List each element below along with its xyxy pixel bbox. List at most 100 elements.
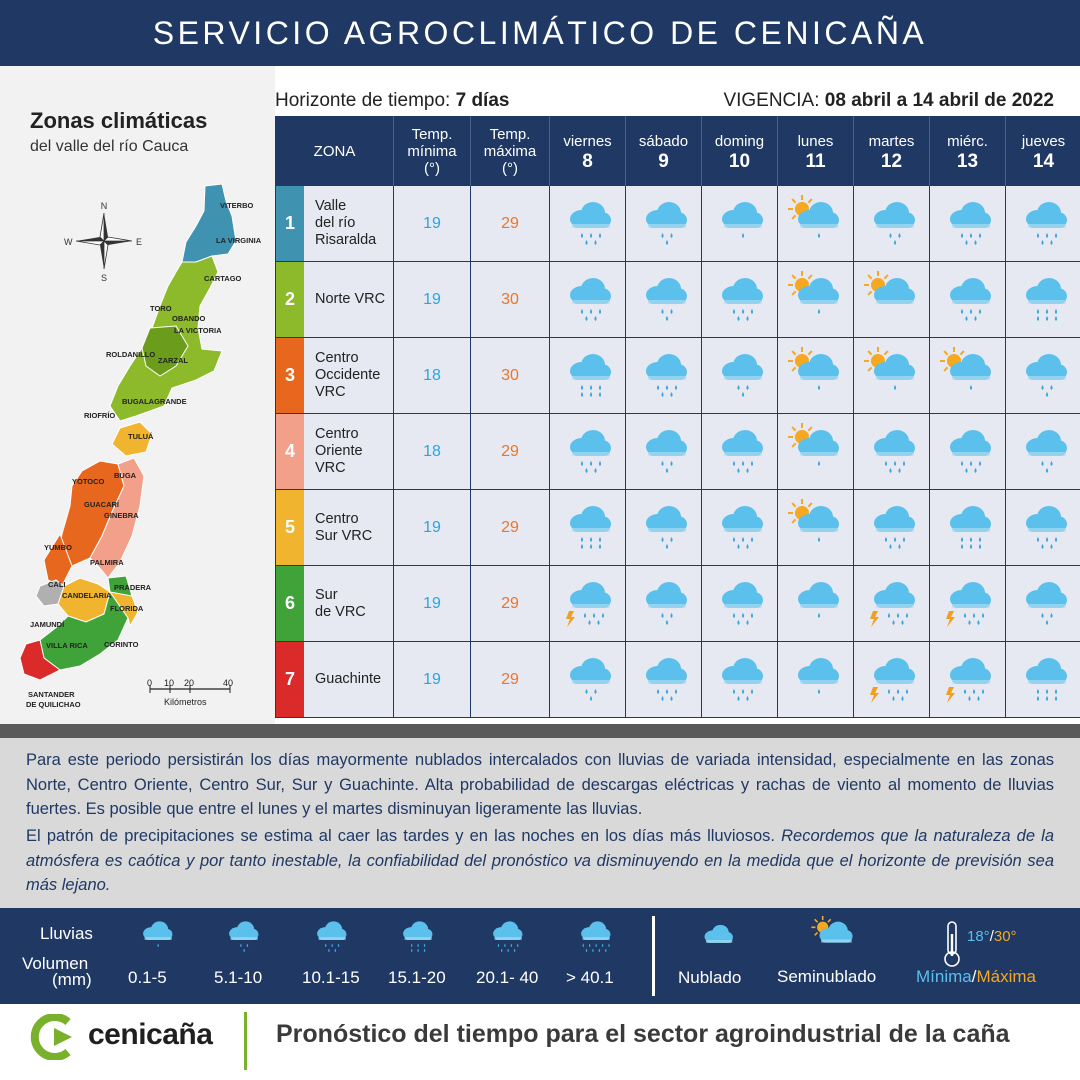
weather-cell (778, 186, 854, 262)
weather-cell (626, 186, 702, 262)
storm-rain-icon (864, 651, 920, 708)
day-number: 14 (1032, 150, 1055, 172)
temp-example-slash: / (989, 928, 994, 945)
partly-cloudy-icon (810, 916, 858, 963)
zone-cell: 3 Centro Occidente VRC (276, 338, 394, 414)
cloud-icon (696, 920, 738, 961)
weather-cell (1006, 414, 1080, 490)
weather-cell (702, 642, 778, 718)
zone-name-line: Centro (315, 350, 359, 366)
cloud-rain-3-icon (712, 347, 768, 404)
zone-name: Sur de VRC (304, 587, 366, 621)
partly-cloudy-rain-1-icon (939, 347, 996, 404)
day-name: miérc. (947, 132, 988, 150)
partly-cloudy-rain-1-icon (787, 347, 844, 404)
weather-cell (778, 262, 854, 338)
zone-name-line: del río (315, 215, 356, 231)
day-number: 12 (880, 150, 903, 172)
cloud-rain-3-icon (1016, 347, 1072, 404)
weather-cell (1006, 642, 1080, 718)
map-scale: 0 10 20 40 Kilómetros (147, 678, 233, 707)
town-labels: VITERBO LA VIRGINIA CARTAGO TORO OBANDO … (26, 201, 262, 709)
legend-slash: / (971, 967, 977, 986)
weather-cell (778, 490, 854, 566)
cloud-rain-5-icon (636, 347, 692, 404)
weather-cell (1006, 186, 1080, 262)
weather-cell (778, 338, 854, 414)
weather-cell (702, 414, 778, 490)
temp-example-min: 18° (967, 928, 990, 945)
legend-seminublado: Seminublado (777, 967, 877, 986)
town-label: CALI (48, 580, 66, 589)
zone-2b-region (141, 325, 189, 377)
weather-cell (702, 338, 778, 414)
day-number: 13 (956, 150, 979, 172)
tmin-cell: 19 (394, 490, 471, 566)
cloud-rain-5-icon (1016, 195, 1072, 252)
storm-rain-icon (864, 575, 920, 632)
legend-volumen: Volumen (22, 954, 89, 973)
column-header-line: mínima (407, 142, 457, 160)
weather-cell (854, 490, 930, 566)
weather-cell (854, 414, 930, 490)
zones-map: N S E W VITERBO LA VIRGINIA CARTAGO TORO… (19, 183, 262, 709)
legend-nublado: Nublado (678, 968, 742, 987)
zone-cell: 6 Sur de VRC (276, 566, 394, 642)
weather-cell (854, 566, 930, 642)
zone-name: Centro Occidente VRC (304, 350, 380, 401)
town-label: ZARZAL (158, 356, 188, 365)
compass-e: E (136, 237, 142, 247)
legend-range: 10.1-15 (302, 968, 360, 987)
forecast-paragraph-2-normal: El patrón de precipitaciones se estima a… (26, 827, 782, 845)
weather-cell (626, 414, 702, 490)
weather-cell (1006, 490, 1080, 566)
zone-name-line: Occidente (315, 367, 381, 383)
column-header-day: martes 12 (854, 116, 930, 186)
zone-name-line: Guachinte (315, 671, 382, 687)
rain-intensity-2-icon (222, 916, 262, 959)
tmin-cell: 18 (394, 414, 471, 490)
zone-name-line: VRC (315, 384, 346, 400)
zone-name-line: Oriente (315, 443, 363, 459)
legend-range: 0.1-5 (128, 968, 167, 987)
zone-number: 7 (276, 642, 304, 717)
zone-name-line: Centro (315, 510, 359, 527)
day-name: jueves (1021, 132, 1066, 150)
temp-example-max: 30° (993, 928, 1017, 945)
zone-name-line: Norte VRC (315, 291, 386, 307)
zone-name-line: Sur (315, 586, 338, 603)
zone-cell: 5 Centro Sur VRC (276, 490, 394, 566)
tulua-region (111, 421, 153, 457)
cloud-rain-5-icon (864, 423, 920, 480)
brand-name: cenicaña (88, 1018, 213, 1051)
cloud-rain-5-icon (940, 195, 996, 252)
column-header-day: lunes 11 (778, 116, 854, 186)
weather-cell (550, 186, 626, 262)
column-header-label: ZONA (313, 142, 356, 160)
weather-cell (702, 566, 778, 642)
day-name: viernes (563, 132, 612, 150)
column-header-day: miérc. 13 (930, 116, 1006, 186)
day-number: 9 (658, 150, 669, 172)
weather-cell (854, 262, 930, 338)
weather-cell (626, 338, 702, 414)
day-name: doming (714, 132, 765, 150)
weather-cell (550, 490, 626, 566)
weather-cell (702, 262, 778, 338)
legend-mm: (mm) (52, 970, 92, 989)
temp-legend: Mínima/Máxima (916, 967, 1036, 987)
legend-divider (652, 916, 655, 996)
column-header-tmax: Temp. máxima (°) (471, 116, 550, 186)
tmin-cell: 19 (394, 262, 471, 338)
cloud-rain-5-icon (712, 271, 768, 328)
town-label: LA VIRGINIA (216, 236, 262, 245)
column-header-line: máxima (483, 142, 537, 160)
day-number: 8 (582, 150, 593, 172)
partly-cloudy-rain-1-icon (787, 271, 844, 328)
zone-number: 6 (276, 566, 304, 641)
scale-tick: 40 (223, 678, 233, 688)
town-label: BUGA (114, 471, 137, 480)
map-title: Zonas climáticas (30, 108, 208, 133)
cloud-rain-5-icon (560, 195, 616, 252)
town-label: TULUÁ (128, 432, 154, 441)
